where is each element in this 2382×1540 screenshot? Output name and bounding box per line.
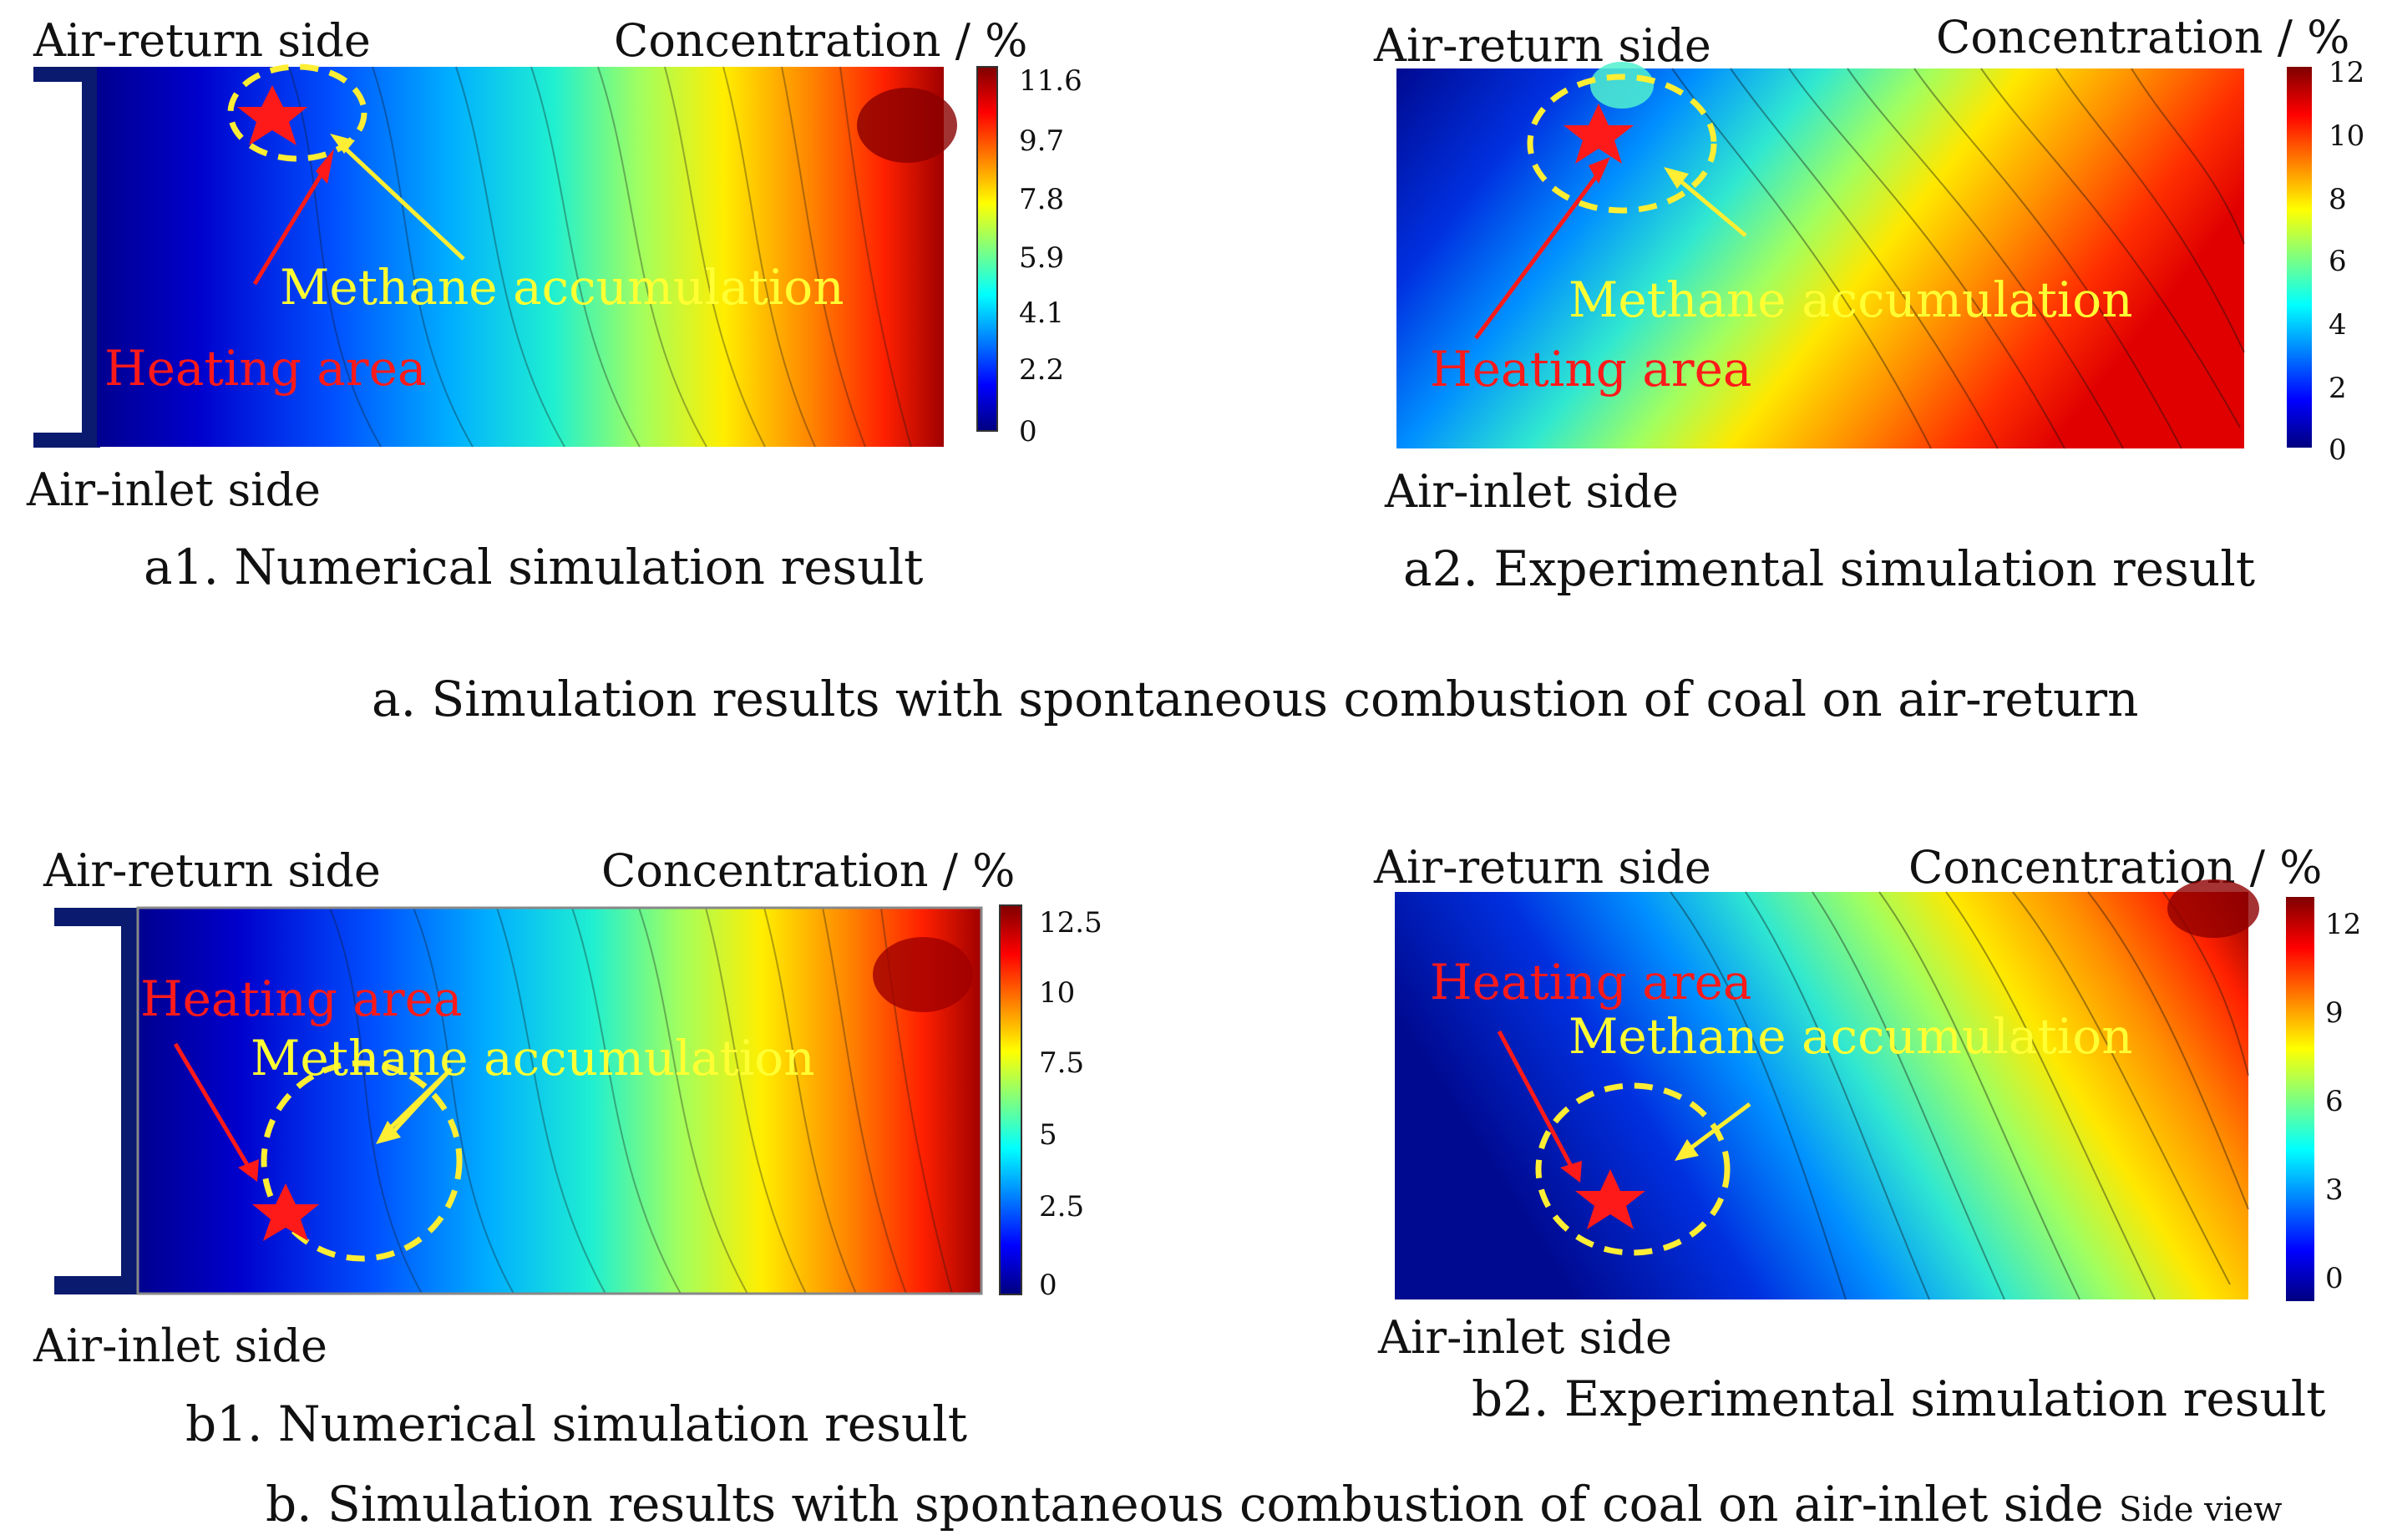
b1-accumulation-ring (261, 1060, 463, 1262)
a1-colorbar (976, 66, 998, 432)
group-caption-b: b. Simulation results with spontaneous c… (266, 1480, 2282, 1528)
a1-heating-star (237, 85, 307, 145)
b2-tick: 12 (2325, 908, 2362, 941)
a1-air-inlet-label: Air-inlet side (27, 464, 321, 516)
a1-tick: 9.7 (1019, 124, 1065, 158)
b2-concentration-label: Concentration / % (1908, 841, 2323, 894)
b2-heating-arrow (1497, 1030, 1575, 1171)
b1-tick: 5 (1039, 1118, 1057, 1152)
a1-tick: 2.2 (1019, 353, 1065, 387)
b2-tick: 6 (2325, 1085, 2344, 1118)
b2-accumulation-arrow (1685, 1102, 1751, 1153)
b1-air-inlet-label: Air-inlet side (33, 1320, 327, 1372)
a1-annotations (227, 63, 465, 286)
b1-annotations (173, 1042, 463, 1262)
a2-accumulation-arrow (1672, 174, 1747, 237)
b2-methane-label: Methane accumulation (1569, 1008, 2133, 1065)
a2-methane-label: Methane accumulation (1569, 271, 2133, 328)
b1-contour-map (54, 906, 983, 1295)
a1-accumulation-arrow (337, 140, 465, 261)
a1-heating-label: Heating area (104, 340, 427, 397)
b1-accumulation-arrow (391, 1067, 453, 1134)
a1-bracket-bottom (33, 433, 100, 448)
a2-air-inlet-label: Air-inlet side (1385, 465, 1679, 518)
b2-tick: 0 (2325, 1262, 2344, 1295)
a2-caption: a2. Experimental simulation result (1403, 540, 2256, 597)
a1-tick: 4.1 (1019, 296, 1065, 330)
b1-heating-arrow (173, 1042, 251, 1169)
a1-concentration-label: Concentration / % (614, 14, 1028, 67)
a2-colorbar (2287, 67, 2312, 448)
a2-contour-map (1396, 62, 2245, 449)
a1-caption: a1. Numerical simulation result (144, 539, 924, 595)
a1-heating-arrow (252, 165, 328, 286)
a2-tick: 0 (2329, 433, 2347, 467)
b2-tick: 9 (2325, 996, 2344, 1030)
a1-air-return-label: Air-return side (33, 14, 371, 67)
a2-tick: 6 (2329, 245, 2347, 278)
a2-heating-arrow (1473, 174, 1599, 340)
a1-tick: 11.6 (1019, 64, 1082, 98)
b2-contour-map (1395, 879, 2259, 1300)
b2-field (1395, 892, 2248, 1299)
a1-accumulation-ring (227, 63, 367, 162)
b2-caption: b2. Experimental simulation result (1472, 1370, 2326, 1427)
b2-air-inlet-label: Air-inlet side (1378, 1311, 1672, 1364)
a1-tick: 0 (1019, 415, 1037, 448)
a1-methane-label: Methane accumulation (280, 259, 844, 316)
a1-tick: 7.8 (1019, 183, 1065, 216)
group-caption-b-text: b. Simulation results with spontaneous c… (266, 1476, 2104, 1532)
b1-tick: 0 (1039, 1269, 1057, 1302)
a2-tick: 2 (2329, 372, 2347, 405)
b2-tick: 3 (2325, 1173, 2344, 1207)
a2-tick: 10 (2329, 119, 2365, 153)
a2-heating-label: Heating area (1430, 341, 1752, 398)
b2-colorbar (2286, 897, 2314, 1301)
a2-field (1396, 68, 2244, 448)
a2-tick: 8 (2329, 183, 2347, 216)
b1-concentration-label: Concentration / % (601, 844, 1016, 897)
b1-air-return-label: Air-return side (43, 844, 381, 897)
b1-caption: b1. Numerical simulation result (185, 1396, 968, 1452)
b1-colorbar (999, 904, 1022, 1295)
a2-annotations (1473, 73, 1747, 340)
b1-tick: 12.5 (1039, 906, 1102, 940)
a2-heating-star (1564, 104, 1634, 164)
a2-tick: 4 (2329, 308, 2347, 342)
b2-heating-label: Heating area (1430, 954, 1752, 1011)
a2-accumulation-ring (1527, 73, 1717, 214)
b1-heating-label: Heating area (140, 970, 463, 1027)
b2-accumulation-ring (1535, 1082, 1731, 1256)
group-caption-a: a. Simulation results with spontaneous c… (372, 671, 2139, 727)
a2-tick: 12 (2329, 56, 2365, 89)
b2-annotations (1497, 1030, 1751, 1256)
a1-bracket-bar (82, 67, 97, 447)
b2-heating-star (1575, 1169, 1645, 1229)
b1-tick: 10 (1039, 976, 1076, 1010)
a1-tick: 5.9 (1019, 241, 1065, 275)
b1-methane-label: Methane accumulation (251, 1030, 815, 1087)
b1-tick: 2.5 (1039, 1190, 1085, 1223)
b1-heating-star (252, 1183, 319, 1241)
b1-tick: 7.5 (1039, 1046, 1085, 1080)
a2-concentration-label: Concentration / % (1936, 11, 2350, 63)
group-caption-b-suffix: Side view (2118, 1491, 2283, 1529)
a2-air-return-label: Air-return side (1374, 19, 1711, 72)
b2-air-return-label: Air-return side (1374, 841, 1711, 894)
